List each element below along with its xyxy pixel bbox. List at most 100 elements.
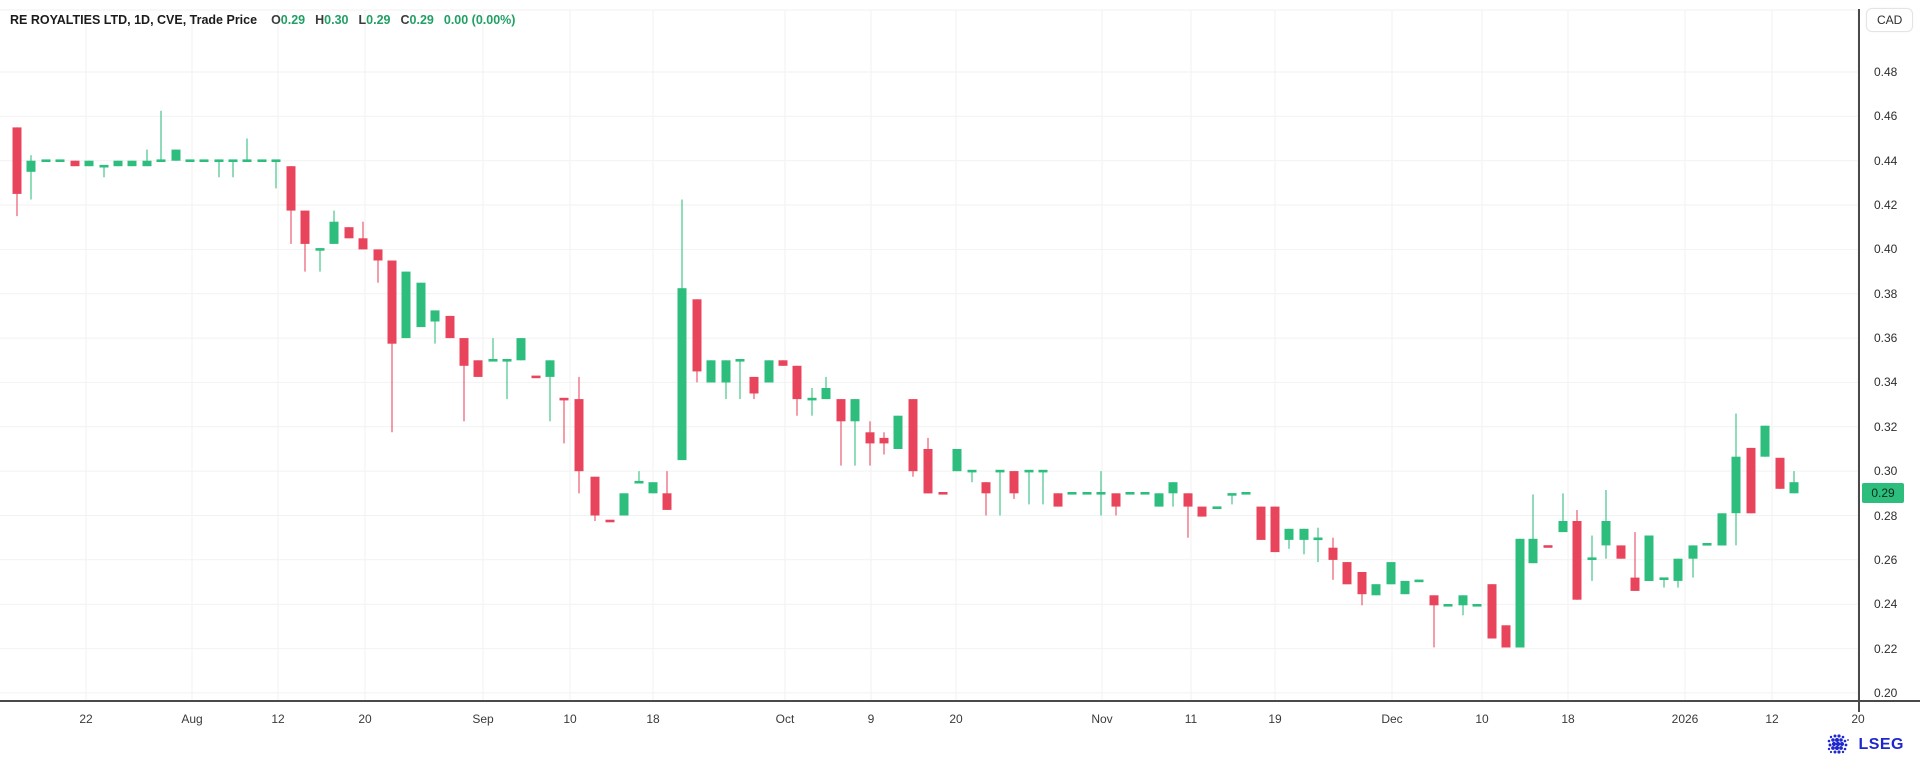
time-tick-label: 20: [949, 712, 963, 726]
candle-body-down: [1183, 493, 1193, 507]
candle-body-down: [70, 160, 80, 167]
candle-body-up: [1168, 482, 1178, 494]
candle-body-down: [559, 397, 569, 401]
candle-body-up: [735, 359, 745, 362]
candle-body-up: [502, 359, 512, 362]
candle-body-down: [1270, 506, 1280, 553]
candle-body-up: [1386, 562, 1396, 585]
candle-body-down: [1543, 545, 1553, 548]
candle-body-up: [721, 360, 731, 383]
candle-body-up: [1140, 492, 1150, 495]
candle-body-down: [662, 493, 672, 510]
candle-body-up: [257, 159, 267, 162]
candle-body-up: [113, 160, 123, 167]
candle-body-down: [344, 227, 354, 239]
candle-body-down: [981, 482, 991, 494]
candle-body-up: [1082, 492, 1092, 495]
lseg-logo-icon: [1828, 734, 1850, 754]
lseg-logo-dot: [1833, 750, 1837, 754]
candle-body-up: [315, 248, 325, 251]
lseg-logo-dot: [1832, 741, 1837, 747]
candle-body-up: [84, 160, 94, 167]
lseg-logo-dot: [1828, 747, 1831, 751]
price-tick-label: 0.26: [1874, 552, 1898, 567]
candle-body-down: [923, 449, 933, 494]
lseg-logo-dot: [1839, 738, 1844, 742]
candle-body-up: [807, 397, 817, 401]
lseg-logo-dot: [1828, 743, 1832, 747]
candle-body-down: [908, 399, 918, 472]
time-tick-label: 20: [1851, 712, 1865, 726]
lseg-logo-dot: [1831, 746, 1836, 750]
candle-body-up: [127, 160, 137, 167]
time-tick-label: Sep: [472, 712, 494, 726]
time-tick-label: 12: [271, 712, 285, 726]
price-tick-label: 0.30: [1874, 464, 1898, 479]
price-tick-label: 0.20: [1874, 685, 1898, 700]
candle-body-down: [1197, 506, 1207, 517]
candle-body-up: [1299, 528, 1309, 540]
candle-body-down: [1572, 521, 1582, 600]
candle-body-up: [995, 469, 1005, 473]
close-label: C: [400, 13, 410, 27]
candle-body-down: [1775, 457, 1785, 489]
candle-body-up: [185, 159, 195, 162]
lseg-logo-dot: [1845, 743, 1848, 747]
lseg-branding: LSEG: [1827, 734, 1904, 756]
candle-body-down: [373, 249, 383, 261]
price-tick-label: 0.32: [1874, 419, 1898, 434]
candle-body-up: [1601, 521, 1611, 546]
lseg-logo-text: LSEG: [1858, 736, 1904, 753]
price-tick-label: 0.34: [1874, 375, 1898, 390]
candle-body-up: [1096, 492, 1106, 495]
open-label: O: [271, 13, 281, 27]
candle-body-down: [358, 238, 368, 250]
candle-body-up: [99, 164, 109, 168]
candle-body-down: [1501, 625, 1511, 648]
time-tick-label: Nov: [1091, 712, 1113, 726]
lseg-logo-dot: [1830, 750, 1833, 754]
candle-body-up: [156, 159, 166, 162]
candle-body-down: [459, 338, 469, 366]
candle-body-up: [1313, 537, 1323, 541]
candle-body-down: [605, 519, 615, 523]
candle-body-up: [401, 271, 411, 339]
candle-body-up: [1688, 545, 1698, 559]
candle-body-up: [1125, 492, 1135, 495]
lseg-logo-dot: [1836, 741, 1841, 747]
candle-body-up: [893, 415, 903, 449]
currency-chip[interactable]: CAD: [1866, 8, 1914, 32]
candle-body-up: [271, 159, 281, 162]
candle-body-up: [1587, 557, 1597, 560]
candle-body-down: [590, 476, 600, 516]
lseg-logo-dot: [1830, 735, 1833, 739]
candle-body-down: [792, 365, 802, 400]
lseg-logo-dot: [1844, 739, 1847, 743]
candle-body-down: [1111, 493, 1121, 507]
lseg-logo-dot: [1840, 742, 1845, 746]
candle-body-up: [55, 159, 65, 162]
candle-body-down: [1009, 471, 1019, 494]
lseg-logo-dot: [1837, 734, 1842, 738]
price-tick-label: 0.46: [1874, 109, 1898, 124]
candle-body-up: [1702, 543, 1712, 546]
candle-body-up: [619, 493, 629, 516]
candle-body-up: [228, 159, 238, 162]
candle-body-down: [286, 166, 296, 211]
candle-body-down: [531, 375, 541, 379]
candle-body-up: [1284, 528, 1294, 540]
close-value: 0.29: [409, 13, 434, 27]
lseg-logo-dot: [1828, 739, 1831, 743]
chart-legend[interactable]: RE ROYALTIES LTD, 1D, CVE, Trade Price O…: [10, 13, 515, 27]
lseg-logo-dot: [1835, 745, 1840, 751]
candle-body-down: [1357, 572, 1367, 595]
candle-body-up: [648, 482, 658, 494]
lseg-logo-dot: [1842, 750, 1845, 754]
candle-body-up: [952, 449, 962, 472]
candle-body-up: [199, 159, 209, 162]
candle-body-up: [1789, 482, 1799, 494]
price-tick-label: 0.36: [1874, 331, 1898, 346]
candle-body-down: [1487, 584, 1497, 639]
